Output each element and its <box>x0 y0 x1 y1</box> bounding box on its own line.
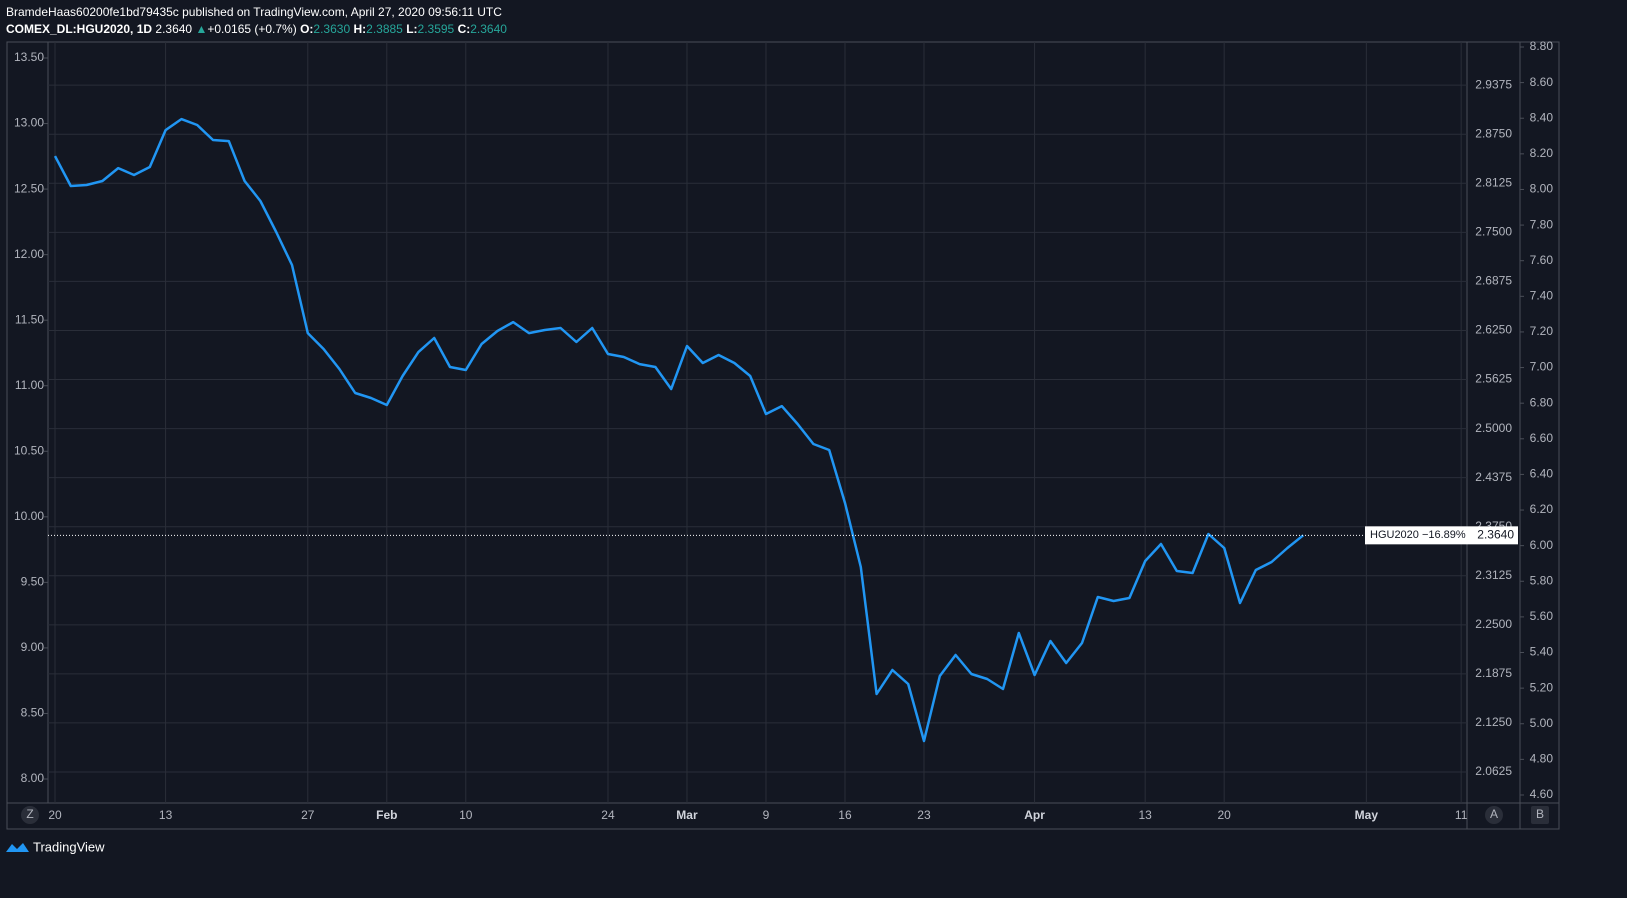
last: 2.3640 <box>155 22 193 36</box>
left-tick-label: 12.50 <box>14 181 44 195</box>
y-tick-label: 2.1875 <box>1475 666 1512 680</box>
arrow: ▲ <box>195 22 208 36</box>
outer-tick-label: 8.40 <box>1530 110 1554 124</box>
outer-tick-label: 8.20 <box>1530 146 1554 160</box>
y-tick-label: 2.8125 <box>1475 175 1512 189</box>
c: 2.3640 <box>470 22 507 36</box>
y-tick-label: 2.8750 <box>1475 126 1512 140</box>
outer-tick-label: 7.00 <box>1530 360 1554 374</box>
x-tick-label: 10 <box>459 808 473 822</box>
change: +0.0165 (+0.7%) <box>207 22 297 36</box>
left-tick-label: 12.00 <box>14 247 44 261</box>
price-tag-value: 2.3640 <box>1477 528 1514 542</box>
y-tick-label: 2.1250 <box>1475 715 1512 729</box>
x-tick-label: Mar <box>676 808 698 822</box>
outer-tick-label: 5.60 <box>1530 609 1554 623</box>
left-tick-label: 8.00 <box>21 771 45 785</box>
x-tick-label: 9 <box>763 808 770 822</box>
left-tick-label: 11.50 <box>15 312 44 326</box>
price-tag: HGU2020 −16.89% <box>1370 529 1466 541</box>
left-tick-label: 13.00 <box>14 116 44 130</box>
outer-tick-label: 7.60 <box>1530 253 1554 267</box>
left-tick-label: 8.50 <box>21 706 45 720</box>
left-tick-label: 10.00 <box>14 509 44 523</box>
outer-tick-label: 5.00 <box>1530 716 1554 730</box>
publisher: BramdeHaas60200fe1bd79435c published on … <box>6 5 502 19</box>
brand: TradingView <box>33 839 105 854</box>
y-tick-label: 2.5625 <box>1475 372 1512 386</box>
y-tick-label: 2.7500 <box>1475 225 1512 239</box>
quote-line: COMEX_DL:HGU2020, 1D 2.3640 ▲+0.0165 (+0… <box>6 21 507 38</box>
brand-logo <box>6 843 29 852</box>
outer-tick-label: 4.80 <box>1530 752 1554 766</box>
x-tick-label: Feb <box>376 808 397 822</box>
z-button[interactable] <box>21 806 39 824</box>
y-tick-label: 2.0625 <box>1475 764 1512 778</box>
outer-tick-label: 8.00 <box>1530 182 1554 196</box>
header: BramdeHaas60200fe1bd79435c published on … <box>6 4 507 38</box>
o: 2.3630 <box>313 22 351 36</box>
symbol: COMEX_DL:HGU2020, 1D <box>6 22 153 36</box>
outer-tick-label: 6.60 <box>1530 431 1554 445</box>
left-tick-label: 10.50 <box>14 443 44 457</box>
x-tick-label: 11 <box>1455 808 1468 822</box>
outer-tick-label: 6.00 <box>1530 538 1554 552</box>
x-tick-label: 13 <box>1138 808 1152 822</box>
outer-tick-label: 7.80 <box>1530 217 1554 231</box>
left-tick-label: 9.50 <box>21 575 45 589</box>
outer-tick-label: 7.40 <box>1530 288 1554 302</box>
y-tick-label: 2.6875 <box>1475 274 1512 288</box>
l: 2.3595 <box>417 22 455 36</box>
y-tick-label: 2.5000 <box>1475 421 1512 435</box>
y-tick-label: 2.3125 <box>1475 568 1512 582</box>
left-tick-label: 13.50 <box>14 50 44 64</box>
a-button[interactable] <box>1485 806 1503 824</box>
h-label: H: <box>353 22 367 36</box>
x-tick-label: 20 <box>48 808 62 822</box>
outer-tick-label: 5.40 <box>1530 645 1554 659</box>
left-tick-label: 9.00 <box>21 640 45 654</box>
outer-tick-label: 6.40 <box>1530 467 1554 481</box>
outer-tick-label: 6.20 <box>1530 502 1554 516</box>
outer-tick-label: 4.60 <box>1530 787 1554 801</box>
outer-tick-label: 5.20 <box>1530 680 1554 694</box>
outer-tick-label: 8.60 <box>1530 75 1554 89</box>
price-line <box>53 117 1304 743</box>
x-tick-label: 13 <box>159 808 173 822</box>
o-label: O: <box>300 22 314 36</box>
y-tick-label: 2.6250 <box>1475 323 1512 337</box>
x-tick-label: 27 <box>301 808 315 822</box>
y-tick-label: 2.4375 <box>1475 470 1512 484</box>
a-label: A <box>1490 807 1498 821</box>
x-tick-label: Apr <box>1024 808 1045 822</box>
b-label: B <box>1536 807 1544 821</box>
outer-tick-label: 5.80 <box>1530 573 1554 587</box>
y-tick-label: 2.9375 <box>1475 77 1512 91</box>
price-tag-box <box>1365 526 1518 545</box>
x-tick-label: 20 <box>1217 808 1231 822</box>
c-label: C: <box>457 22 471 36</box>
outer-tick-label: 6.80 <box>1530 395 1554 409</box>
x-tick-label: 16 <box>838 808 852 822</box>
l-label: L: <box>406 22 418 36</box>
frame <box>6 41 1560 830</box>
h: 2.3885 <box>366 22 403 36</box>
left-tick-label: 11.00 <box>15 378 44 392</box>
b-button[interactable] <box>1531 806 1549 824</box>
x-tick-label: May <box>1355 808 1379 822</box>
y-tick-label: 2.2500 <box>1475 617 1512 631</box>
outer-tick-label: 7.20 <box>1530 324 1554 338</box>
z-label: Z <box>26 807 33 821</box>
x-tick-label: 23 <box>917 808 931 822</box>
x-tick-label: 24 <box>601 808 615 822</box>
outer-tick-label: 8.80 <box>1530 39 1554 53</box>
